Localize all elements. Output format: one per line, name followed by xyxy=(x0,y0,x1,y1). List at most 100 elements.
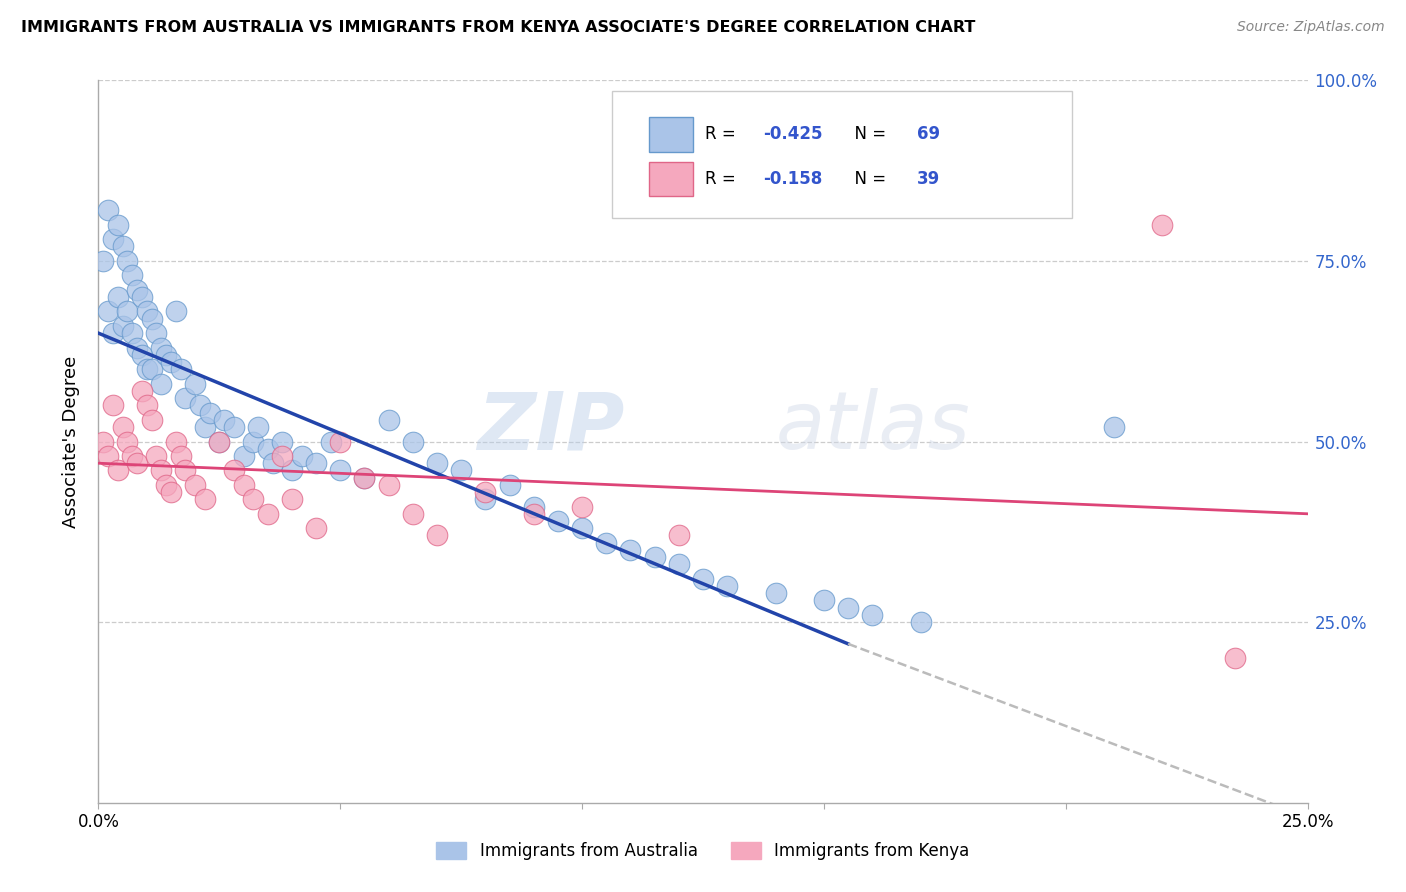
Point xyxy=(242,434,264,449)
Point xyxy=(117,434,139,449)
Point xyxy=(194,492,217,507)
Point xyxy=(547,514,569,528)
Legend: Immigrants from Australia, Immigrants from Kenya: Immigrants from Australia, Immigrants fr… xyxy=(430,835,976,867)
Point xyxy=(474,485,496,500)
Point xyxy=(281,492,304,507)
Point xyxy=(450,463,472,477)
Point xyxy=(232,478,254,492)
Point xyxy=(319,434,342,449)
Point xyxy=(402,507,425,521)
Point xyxy=(150,341,173,355)
Text: -0.158: -0.158 xyxy=(763,170,823,188)
Point xyxy=(111,318,134,333)
Point xyxy=(1102,420,1125,434)
Point xyxy=(121,449,143,463)
Point xyxy=(377,478,399,492)
Point xyxy=(474,492,496,507)
Point xyxy=(692,572,714,586)
Point xyxy=(194,420,217,434)
Text: ZIP: ZIP xyxy=(477,388,624,467)
Point xyxy=(208,434,231,449)
Point xyxy=(107,290,129,304)
Point xyxy=(837,600,859,615)
Point xyxy=(160,355,183,369)
Point xyxy=(101,326,124,340)
Point xyxy=(184,478,207,492)
Point xyxy=(1152,218,1174,232)
Point xyxy=(262,456,284,470)
Point xyxy=(117,304,139,318)
Point xyxy=(165,304,187,318)
Point xyxy=(329,463,352,477)
Point xyxy=(91,253,114,268)
Point xyxy=(135,362,157,376)
Text: R =: R = xyxy=(704,170,741,188)
Point xyxy=(222,463,245,477)
Point xyxy=(174,463,197,477)
Point xyxy=(111,239,134,253)
Point xyxy=(910,615,932,630)
Point xyxy=(141,413,163,427)
Point xyxy=(595,535,617,549)
Point xyxy=(644,550,666,565)
Point xyxy=(169,362,191,376)
FancyBboxPatch shape xyxy=(648,117,693,152)
Point xyxy=(107,218,129,232)
Point xyxy=(571,500,593,514)
Point xyxy=(353,470,375,484)
Point xyxy=(127,283,149,297)
Point xyxy=(619,542,641,557)
Point xyxy=(174,391,197,405)
Point xyxy=(523,500,546,514)
Point xyxy=(232,449,254,463)
Point xyxy=(131,384,153,398)
Point xyxy=(127,341,149,355)
Point xyxy=(242,492,264,507)
Point xyxy=(668,528,690,542)
Text: -0.425: -0.425 xyxy=(763,125,823,144)
Point xyxy=(290,449,312,463)
Point xyxy=(353,470,375,484)
Point xyxy=(141,362,163,376)
Text: 39: 39 xyxy=(917,170,939,188)
Point xyxy=(165,434,187,449)
FancyBboxPatch shape xyxy=(648,161,693,196)
Point xyxy=(131,290,153,304)
Point xyxy=(121,268,143,283)
Text: atlas: atlas xyxy=(776,388,970,467)
Point xyxy=(127,456,149,470)
Point xyxy=(155,348,177,362)
Point xyxy=(198,406,221,420)
Point xyxy=(208,434,231,449)
Text: R =: R = xyxy=(704,125,741,144)
Point xyxy=(97,203,120,218)
Point xyxy=(281,463,304,477)
FancyBboxPatch shape xyxy=(613,91,1071,218)
Point xyxy=(107,463,129,477)
Point xyxy=(271,449,294,463)
Point xyxy=(329,434,352,449)
Text: N =: N = xyxy=(844,170,891,188)
Point xyxy=(668,558,690,572)
Point xyxy=(271,434,294,449)
Point xyxy=(101,232,124,246)
Point xyxy=(145,449,167,463)
Point xyxy=(305,521,328,535)
Point xyxy=(523,507,546,521)
Point xyxy=(212,413,235,427)
Point xyxy=(305,456,328,470)
Point xyxy=(256,507,278,521)
Point xyxy=(97,449,120,463)
Point xyxy=(160,485,183,500)
Point xyxy=(860,607,883,622)
Point xyxy=(377,413,399,427)
Point xyxy=(402,434,425,449)
Point xyxy=(97,304,120,318)
Point xyxy=(813,593,835,607)
Point xyxy=(117,253,139,268)
Point xyxy=(150,376,173,391)
Text: Source: ZipAtlas.com: Source: ZipAtlas.com xyxy=(1237,20,1385,34)
Point xyxy=(135,398,157,412)
Point xyxy=(101,398,124,412)
Point xyxy=(247,420,270,434)
